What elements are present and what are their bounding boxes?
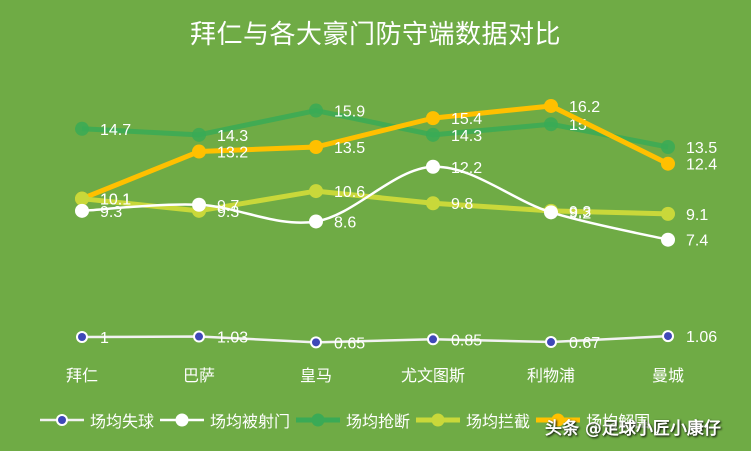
- data-point-inner: [312, 338, 320, 347]
- data-point-inner: [78, 333, 86, 341]
- legend-label: 场均被射门: [210, 412, 291, 431]
- data-point-inner: [664, 332, 672, 341]
- data-point[interactable]: [309, 103, 323, 118]
- data-point-inner: [547, 338, 555, 347]
- data-label: 16.2: [569, 99, 600, 116]
- legend-label: 场均解围: [586, 412, 651, 431]
- legend-label: 场均失球: [90, 412, 155, 431]
- goals-conceded-line: [81, 334, 669, 344]
- data-label: 12.2: [451, 160, 482, 177]
- data-label: 9.8: [451, 196, 473, 213]
- legend-item-interceptions[interactable]: 场均拦截: [416, 408, 530, 432]
- data-point[interactable]: [661, 156, 675, 171]
- shots-faced-line: [81, 165, 669, 241]
- data-point[interactable]: [544, 205, 558, 220]
- circle-marker-blue-icon: [40, 414, 84, 426]
- data-label: 14.3: [451, 128, 482, 145]
- interceptions-line: [81, 188, 669, 217]
- data-point-inner: [195, 332, 203, 341]
- data-point[interactable]: [309, 184, 323, 199]
- data-label: 10.6: [334, 184, 365, 201]
- data-point[interactable]: [426, 196, 440, 211]
- data-point[interactable]: [75, 121, 89, 136]
- data-label: 14.7: [100, 122, 131, 139]
- data-point[interactable]: [75, 203, 89, 218]
- data-point[interactable]: [309, 214, 323, 229]
- tackles-line: [81, 108, 669, 150]
- data-label: 1.03: [217, 330, 248, 347]
- watermark: 头条 @足球小匠小康仔: [545, 419, 721, 439]
- data-label: 13.2: [217, 145, 248, 162]
- data-point[interactable]: [544, 98, 558, 113]
- data-point[interactable]: [661, 232, 675, 247]
- data-point[interactable]: [426, 159, 440, 174]
- clearances-line: [81, 103, 670, 201]
- chart-title: 拜仁与各大豪门防守端数据对比: [189, 20, 561, 50]
- data-label: 9.1: [686, 207, 708, 224]
- data-label: 15.9: [334, 104, 365, 121]
- data-label: 12.4: [686, 157, 717, 174]
- circle-marker-orange-icon: [536, 413, 581, 427]
- data-label: 13.5: [686, 140, 717, 157]
- x-axis-label: 巴萨: [183, 366, 215, 385]
- legend-label: 场均拦截: [466, 412, 531, 431]
- x-axis-label: 尤文图斯: [401, 366, 465, 385]
- data-label: 10.1: [100, 192, 131, 209]
- data-label: 13.5: [334, 140, 365, 157]
- data-label: 1: [100, 330, 109, 347]
- circle-marker-white-icon: [160, 413, 205, 427]
- x-axis-label: 皇马: [300, 366, 332, 385]
- chart-legend: 场均失球 场均被射门 场均抢断 场均拦截 场均解围: [40, 406, 656, 434]
- data-label: 7.4: [686, 233, 708, 250]
- legend-item-clearances[interactable]: 场均解围: [536, 408, 650, 432]
- data-point[interactable]: [192, 127, 206, 142]
- x-axis-label: 利物浦: [527, 366, 575, 385]
- circle-marker-yellowgreen-icon: [416, 413, 461, 427]
- data-label: 0.65: [334, 335, 365, 352]
- data-point-inner: [429, 335, 437, 344]
- legend-label: 场均抢断: [346, 412, 411, 431]
- data-label: 9.3: [100, 204, 122, 221]
- data-label: 9.3: [569, 204, 591, 221]
- data-point[interactable]: [661, 140, 675, 154]
- data-point[interactable]: [192, 144, 206, 159]
- data-label: 1.06: [686, 329, 717, 346]
- data-point[interactable]: [309, 140, 323, 154]
- data-point[interactable]: [192, 197, 206, 212]
- legend-item-goals-conceded[interactable]: 场均失球: [40, 408, 154, 432]
- data-label: 0.85: [451, 332, 482, 349]
- data-label: 9.7: [217, 198, 239, 215]
- x-axis-label: 曼城: [652, 366, 684, 385]
- circle-marker-green-icon: [296, 413, 341, 427]
- data-label: 8.6: [334, 214, 356, 231]
- data-label: 15.4: [451, 111, 482, 128]
- data-point[interactable]: [544, 117, 558, 132]
- legend-item-shots-faced[interactable]: 场均被射门: [160, 408, 290, 432]
- data-point[interactable]: [661, 206, 675, 221]
- data-label: 9.2: [569, 205, 591, 222]
- x-axis-label: 拜仁: [66, 366, 98, 385]
- data-label: 14.3: [217, 128, 248, 145]
- data-point[interactable]: [426, 127, 440, 142]
- legend-item-tackles[interactable]: 场均抢断: [296, 408, 410, 432]
- data-point[interactable]: [75, 191, 89, 206]
- data-label: 0.67: [569, 335, 600, 352]
- data-point[interactable]: [426, 111, 440, 126]
